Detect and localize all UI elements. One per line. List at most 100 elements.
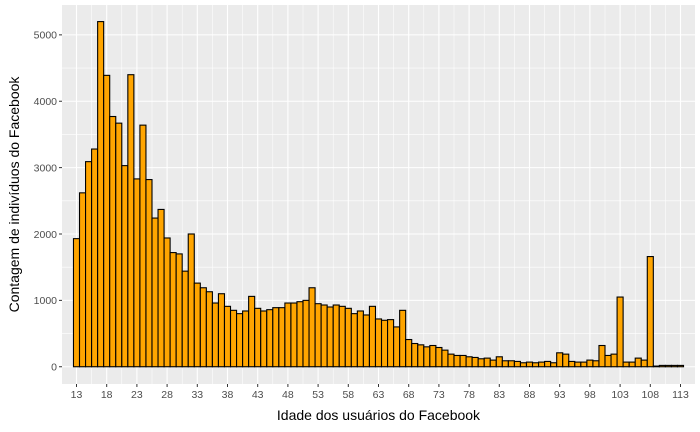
bar	[477, 358, 485, 368]
bar	[217, 293, 226, 368]
bar	[598, 344, 606, 368]
bar	[314, 303, 322, 368]
bar	[133, 178, 141, 368]
y-tick-label: 0	[51, 362, 57, 374]
bar	[447, 353, 455, 368]
bar	[574, 361, 582, 368]
x-tick-label: 13	[71, 389, 83, 401]
bar	[290, 302, 298, 368]
bar	[628, 361, 636, 368]
x-tick-label: 48	[282, 389, 294, 401]
bar	[326, 306, 334, 368]
bar	[236, 313, 244, 368]
bar	[592, 360, 600, 368]
bar	[525, 361, 534, 368]
bar	[531, 362, 540, 368]
bar	[495, 356, 503, 368]
x-tick-label: 23	[131, 389, 143, 401]
bar	[368, 305, 377, 368]
bar	[652, 365, 660, 368]
bar	[193, 282, 201, 368]
y-axis-ticks: 0 1000 2000 3000 4000 5000	[34, 30, 62, 374]
bar	[610, 353, 618, 368]
bar	[229, 309, 238, 368]
x-tick-label: 73	[433, 389, 445, 401]
bar	[175, 253, 183, 368]
bar	[169, 252, 177, 368]
bar	[387, 319, 395, 368]
x-tick-label: 98	[584, 389, 596, 401]
bar	[302, 299, 310, 368]
bar	[465, 356, 473, 368]
bar	[266, 309, 274, 368]
bar	[187, 233, 195, 368]
bar	[145, 179, 153, 368]
bar	[429, 344, 437, 368]
bar	[344, 307, 352, 368]
bar	[223, 305, 232, 368]
bar	[139, 124, 147, 368]
bar	[97, 21, 105, 368]
bar	[507, 360, 515, 368]
x-tick-label: 83	[493, 389, 505, 401]
bar	[459, 354, 467, 368]
bar	[483, 357, 491, 368]
x-tick-label: 93	[554, 389, 566, 401]
bar	[562, 353, 570, 368]
bar	[501, 360, 509, 368]
bar	[399, 309, 407, 368]
bar	[670, 364, 679, 368]
bar	[405, 338, 413, 368]
bar	[278, 307, 286, 368]
bar	[157, 208, 165, 368]
x-tick-label: 63	[373, 389, 385, 401]
bar	[471, 356, 479, 368]
bar	[338, 305, 346, 368]
bar	[254, 307, 262, 368]
bar	[199, 287, 207, 368]
bar	[417, 344, 425, 368]
bar	[163, 237, 171, 368]
y-axis-title: Contagem de indivíduos do Facebook	[6, 76, 22, 313]
y-tick-label: 5000	[34, 30, 58, 42]
x-tick-label: 53	[312, 389, 324, 401]
bar	[109, 115, 117, 368]
x-tick-label: 68	[403, 389, 415, 401]
x-tick-label: 103	[611, 389, 629, 401]
bar	[393, 326, 401, 368]
x-tick-label: 38	[222, 389, 234, 401]
bar	[121, 165, 129, 368]
bar	[646, 256, 654, 368]
bar	[115, 122, 123, 368]
bar	[78, 192, 87, 368]
bar	[362, 314, 370, 368]
bar	[453, 354, 461, 368]
bar	[634, 357, 642, 368]
bar	[350, 313, 358, 368]
y-tick-label: 1000	[34, 295, 58, 307]
bar	[205, 291, 213, 368]
x-tick-label: 78	[463, 389, 475, 401]
bar	[260, 310, 268, 368]
bar	[332, 304, 340, 368]
bar	[423, 346, 431, 368]
bar	[538, 361, 546, 368]
bar	[308, 287, 316, 368]
bar	[586, 359, 594, 368]
bar	[676, 364, 685, 368]
bar	[435, 346, 443, 368]
bar	[356, 310, 364, 368]
x-tick-label: 113	[672, 389, 689, 401]
bar	[580, 361, 588, 368]
y-tick-label: 2000	[34, 229, 58, 241]
bar	[411, 342, 419, 368]
bar	[284, 302, 292, 368]
bar	[211, 302, 219, 368]
bar	[556, 352, 564, 368]
bar	[91, 148, 99, 368]
x-tick-label: 33	[191, 389, 203, 401]
x-tick-label: 88	[524, 389, 536, 401]
bar	[103, 74, 111, 368]
bar	[550, 362, 558, 368]
